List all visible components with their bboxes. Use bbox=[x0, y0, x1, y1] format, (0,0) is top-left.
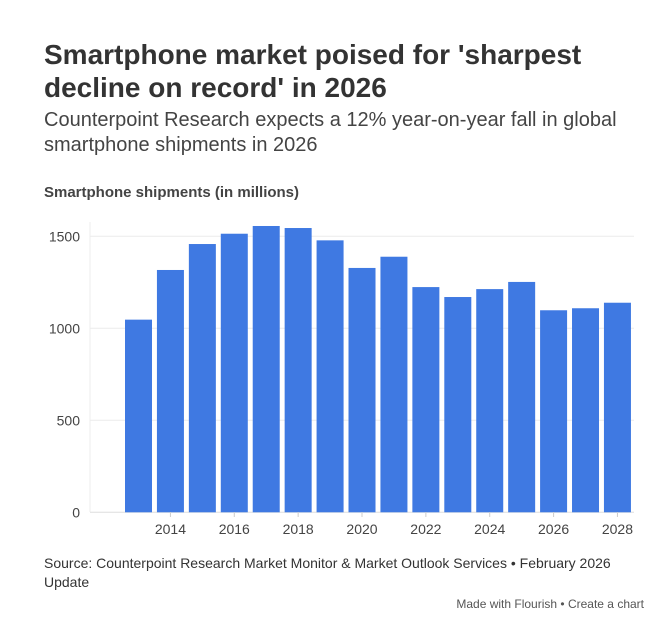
bar-2019 bbox=[316, 240, 344, 513]
bar-2020 bbox=[348, 267, 376, 513]
bar-2025 bbox=[508, 281, 536, 513]
separator: • bbox=[557, 597, 568, 611]
bar-2017 bbox=[252, 225, 280, 513]
bar-2024 bbox=[476, 289, 504, 513]
bar-2022 bbox=[412, 287, 440, 513]
x-tick-label: 2022 bbox=[410, 521, 441, 537]
bar-2026 bbox=[540, 310, 568, 513]
x-tick-label: 2024 bbox=[474, 521, 505, 537]
x-tick-label: 2018 bbox=[283, 521, 314, 537]
chart-subtitle: Counterpoint Research expects a 12% year… bbox=[44, 109, 617, 156]
bar-2027 bbox=[572, 308, 600, 513]
bar-2013 bbox=[125, 319, 152, 513]
bar-2028 bbox=[603, 302, 631, 513]
bar-2018 bbox=[284, 228, 312, 513]
x-tick-label: 2014 bbox=[155, 521, 186, 537]
bar-2014 bbox=[156, 269, 184, 513]
chart-title: Smartphone market poised for 'sharpest d… bbox=[44, 39, 582, 103]
y-axis-title: Smartphone shipments (in millions) bbox=[44, 184, 300, 201]
flourish-footer: Made with Flourish • Create a chart bbox=[456, 597, 644, 611]
made-with-flourish-link[interactable]: Made with Flourish bbox=[456, 597, 558, 611]
y-tick-label: 1000 bbox=[49, 320, 80, 336]
y-tick-label: 1500 bbox=[49, 228, 80, 244]
x-tick-label: 2016 bbox=[219, 521, 250, 537]
x-tick-label: 2028 bbox=[602, 521, 633, 537]
bar-2023 bbox=[444, 297, 472, 513]
bar-2016 bbox=[220, 233, 248, 513]
y-tick-label: 500 bbox=[57, 412, 81, 428]
y-tick-label: 0 bbox=[72, 504, 80, 520]
bar-2015 bbox=[188, 244, 216, 513]
create-chart-link[interactable]: Create a chart bbox=[567, 597, 644, 611]
source-note: Source: Counterpoint Research Market Mon… bbox=[44, 555, 611, 590]
x-tick-label: 2020 bbox=[346, 521, 377, 537]
bar-2021 bbox=[380, 256, 408, 513]
x-tick-label: 2026 bbox=[538, 521, 569, 537]
